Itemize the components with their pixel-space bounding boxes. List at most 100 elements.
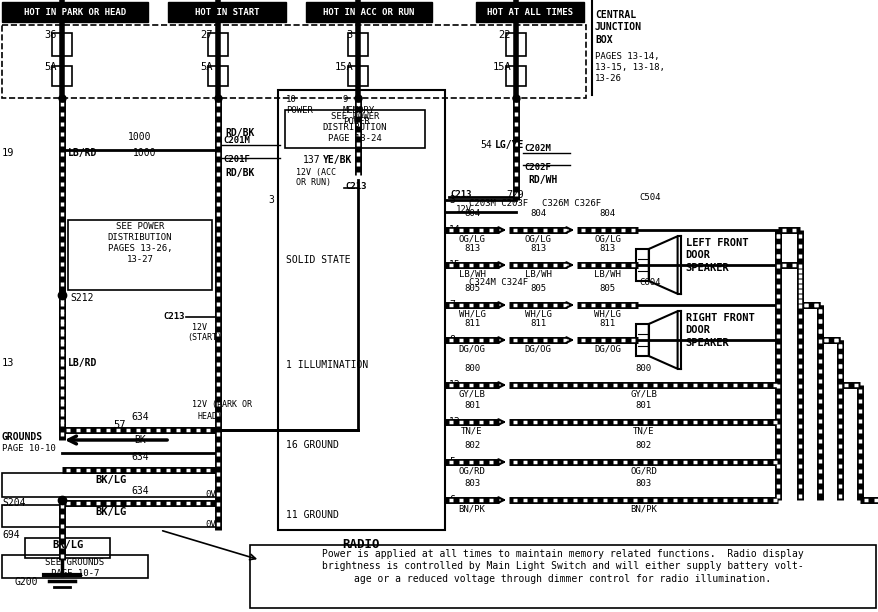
Bar	[2, 2, 148, 22]
Text: OG/RD: OG/RD	[458, 466, 485, 475]
Text: TN/E: TN/E	[632, 426, 653, 435]
Text: 804: 804	[529, 209, 545, 218]
Text: OG/LG: OG/LG	[458, 234, 485, 243]
Text: 36: 36	[45, 30, 57, 40]
Text: 729: 729	[506, 190, 523, 200]
Text: DG/OG: DG/OG	[524, 344, 551, 353]
Bar	[2, 505, 220, 527]
Text: (START): (START)	[187, 333, 222, 342]
Text: 12V: 12V	[456, 205, 471, 214]
Bar	[168, 2, 285, 22]
Text: LEFT FRONT
DOOR
SPEAKER: LEFT FRONT DOOR SPEAKER	[685, 238, 747, 273]
Text: GY/LB: GY/LB	[458, 389, 485, 398]
Text: 8: 8	[449, 335, 454, 345]
Text: 27: 27	[200, 30, 212, 40]
Text: PAGE 10-10: PAGE 10-10	[2, 444, 55, 453]
Text: SEE POWER
DISTRIBUTION
PAGES 13-26,
13-27: SEE POWER DISTRIBUTION PAGES 13-26, 13-2…	[108, 222, 172, 264]
Text: C504: C504	[638, 193, 660, 202]
Text: 0V: 0V	[205, 520, 216, 529]
Bar	[249, 545, 875, 608]
Text: C203M C203F: C203M C203F	[469, 199, 528, 208]
Bar	[636, 249, 648, 281]
Text: 805: 805	[464, 284, 479, 293]
Text: LB/RD: LB/RD	[68, 148, 97, 158]
Text: 803: 803	[464, 479, 479, 488]
Text: DG/OG: DG/OG	[458, 344, 485, 353]
Text: 11 GROUND: 11 GROUND	[285, 510, 339, 520]
Bar	[277, 90, 444, 530]
Text: BK/LG: BK/LG	[96, 475, 126, 485]
Bar	[284, 110, 425, 148]
Bar	[2, 555, 148, 578]
Text: 9
MEMORY
POWER: 9 MEMORY POWER	[342, 95, 375, 126]
Text: 0V: 0V	[205, 490, 216, 499]
Text: 15A: 15A	[492, 62, 510, 72]
Text: S204: S204	[2, 498, 25, 508]
Text: BN/PK: BN/PK	[458, 504, 485, 513]
Text: WH/LG: WH/LG	[594, 309, 620, 318]
Text: 811: 811	[464, 319, 479, 328]
Text: 634: 634	[131, 412, 148, 422]
Text: LB/RD: LB/RD	[68, 358, 97, 368]
Text: C213: C213	[450, 190, 471, 199]
Text: 5A: 5A	[45, 62, 57, 72]
Text: RADIO: RADIO	[342, 538, 380, 551]
Bar	[476, 2, 583, 22]
Text: 1000: 1000	[133, 148, 156, 158]
Bar	[2, 473, 220, 497]
Text: OG/LG: OG/LG	[594, 234, 620, 243]
Text: C326M C326F: C326M C326F	[542, 199, 601, 208]
Text: OG/RD: OG/RD	[630, 466, 656, 475]
Text: 12V (PARK OR: 12V (PARK OR	[191, 400, 252, 409]
Text: 802: 802	[464, 441, 479, 450]
Text: 634: 634	[131, 486, 148, 496]
Text: RIGHT FRONT
DOOR
SPEAKER: RIGHT FRONT DOOR SPEAKER	[685, 313, 753, 348]
Text: GY/LB: GY/LB	[630, 389, 656, 398]
Text: OR RUN): OR RUN)	[296, 178, 331, 187]
Text: 13: 13	[449, 417, 460, 427]
Text: 3: 3	[346, 30, 353, 40]
Text: BK/LG: BK/LG	[53, 540, 83, 550]
Text: 10
POWER: 10 POWER	[285, 95, 313, 115]
Text: 19: 19	[2, 148, 14, 158]
Text: OG/LG: OG/LG	[524, 234, 551, 243]
Text: 801: 801	[464, 401, 479, 410]
Text: HEAD): HEAD)	[198, 412, 223, 421]
Bar	[306, 2, 431, 22]
Text: 57: 57	[113, 420, 126, 430]
Text: 13: 13	[2, 358, 14, 368]
Text: SEE POWER
DISTRIBUTION
PAGE 13-24: SEE POWER DISTRIBUTION PAGE 13-24	[322, 112, 387, 143]
Text: WH/LG: WH/LG	[524, 309, 551, 318]
Text: 5A: 5A	[200, 62, 212, 72]
Text: C604: C604	[638, 278, 660, 287]
Text: RD/BK: RD/BK	[225, 168, 254, 178]
Bar	[52, 66, 72, 86]
Text: 12V: 12V	[191, 323, 206, 332]
Text: BK/LG: BK/LG	[96, 507, 126, 517]
Bar	[208, 33, 227, 56]
Text: 694: 694	[2, 530, 19, 540]
Text: BK: BK	[134, 435, 146, 445]
Text: 800: 800	[635, 364, 651, 373]
Text: SOLID STATE: SOLID STATE	[285, 255, 350, 265]
Text: 14: 14	[449, 225, 460, 235]
Text: 137: 137	[302, 155, 320, 165]
Text: S212: S212	[70, 293, 93, 303]
Text: HOT IN ACC OR RUN: HOT IN ACC OR RUN	[323, 7, 414, 17]
Text: 22: 22	[498, 30, 510, 40]
Bar	[348, 66, 368, 86]
Text: C201F: C201F	[223, 155, 249, 164]
Text: G200: G200	[15, 577, 39, 587]
Bar	[2, 25, 586, 98]
Text: LB/WH: LB/WH	[458, 269, 485, 278]
Text: 811: 811	[599, 319, 615, 328]
Text: TN/E: TN/E	[461, 426, 482, 435]
Text: 802: 802	[635, 441, 651, 450]
Text: LB/WH: LB/WH	[524, 269, 551, 278]
Text: 1 ILLUMINATION: 1 ILLUMINATION	[285, 360, 368, 370]
Bar	[348, 33, 368, 56]
Text: 634: 634	[131, 452, 148, 462]
Text: C202F: C202F	[523, 163, 551, 172]
Text: 54: 54	[479, 140, 492, 150]
Text: LB/WH: LB/WH	[594, 269, 620, 278]
